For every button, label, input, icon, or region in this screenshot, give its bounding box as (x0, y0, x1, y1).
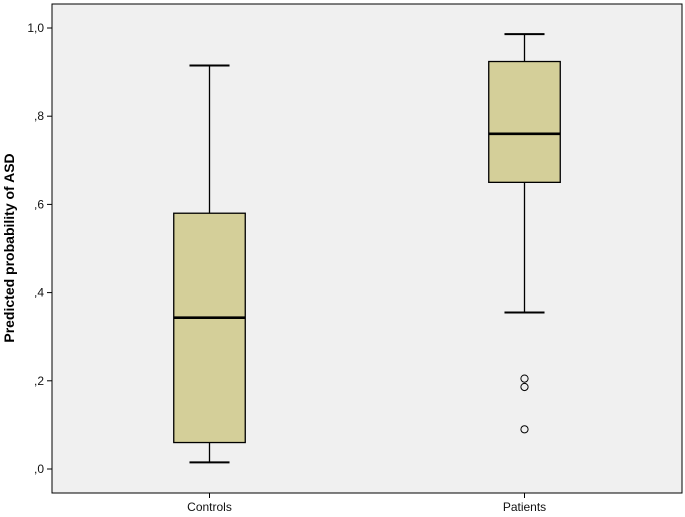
y-tick-label: ,4 (34, 286, 44, 300)
box-group-patients (488, 33, 561, 434)
y-tick-label: 1,0 (27, 21, 44, 35)
box-group-controls (173, 64, 246, 464)
x-axis: Controls Patients (187, 493, 546, 514)
outlier-point (520, 425, 529, 434)
outlier-point (520, 374, 529, 383)
y-tick-label: ,0 (34, 462, 44, 476)
x-tick-label: Controls (187, 500, 232, 514)
iqr-box (488, 60, 561, 183)
y-tick-label: ,2 (34, 374, 44, 388)
y-tick-label: ,8 (34, 109, 44, 123)
y-tick-label: ,6 (34, 197, 44, 211)
y-axis: ,0 ,2 ,4 ,6 ,8 1,0 (27, 21, 52, 476)
iqr-box (173, 212, 246, 444)
x-tick-label: Patients (503, 500, 546, 514)
outlier-point (520, 382, 529, 392)
plot-area (51, 3, 683, 494)
boxes (173, 33, 561, 464)
y-axis-title: Predicted probability of ASD (1, 153, 17, 342)
